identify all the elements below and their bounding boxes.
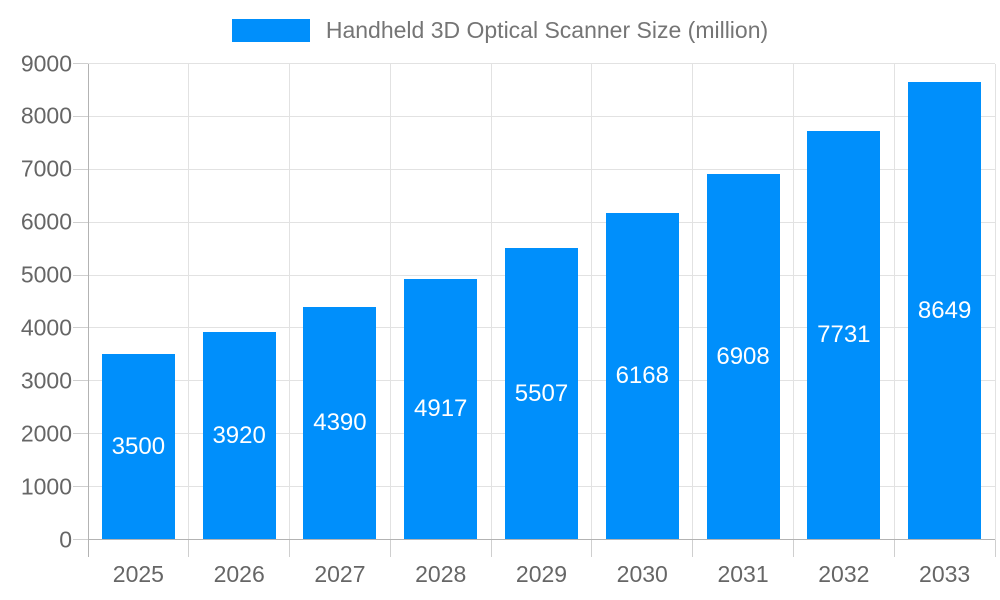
x-axis-label: 2026 <box>213 560 265 587</box>
x-axis-tick <box>792 539 794 557</box>
bar-value-label: 7731 <box>817 321 871 349</box>
y-axis-label: 8000 <box>20 102 72 129</box>
y-axis-line <box>87 63 89 557</box>
y-axis-tick <box>73 380 88 382</box>
x-axis-label: 2033 <box>919 560 971 587</box>
x-gridline <box>289 63 291 540</box>
x-gridline <box>893 63 895 540</box>
bar[interactable]: 6168 <box>605 213 679 540</box>
x-axis-tick <box>994 539 996 557</box>
x-gridline <box>490 63 492 540</box>
bar[interactable]: 3920 <box>202 332 276 540</box>
y-axis-tick <box>73 168 88 170</box>
y-axis-label: 7000 <box>20 155 72 182</box>
bar[interactable]: 8649 <box>908 82 982 540</box>
x-gridline <box>792 63 794 540</box>
x-gridline <box>591 63 593 540</box>
bar-value-label: 5507 <box>514 379 569 407</box>
x-gridline <box>994 63 996 540</box>
x-axis-line <box>88 539 995 540</box>
bar[interactable]: 4917 <box>404 279 478 540</box>
y-axis-tick <box>73 274 88 276</box>
y-axis-label: 5000 <box>20 261 72 288</box>
y-axis-label: 6000 <box>20 208 72 235</box>
bar-value-label: 6168 <box>615 362 669 390</box>
y-gridline <box>88 115 995 117</box>
x-axis-tick <box>389 539 391 557</box>
y-axis-tick <box>73 63 88 64</box>
y-axis-label: 2000 <box>20 420 72 447</box>
bar-value-label: 6908 <box>716 342 770 370</box>
x-axis-label: 2025 <box>112 560 164 587</box>
x-axis-tick <box>692 539 694 557</box>
x-axis-tick <box>490 539 492 557</box>
bar[interactable]: 3500 <box>101 354 175 540</box>
bar-value-label: 3920 <box>212 421 266 449</box>
y-axis-label: 4000 <box>20 314 72 341</box>
x-axis-tick <box>289 539 291 557</box>
y-gridline <box>88 168 995 170</box>
bar-value-label: 8649 <box>917 296 972 324</box>
x-gridline <box>389 63 391 540</box>
x-axis-label: 2029 <box>515 560 568 587</box>
y-axis-label: 1000 <box>20 473 72 500</box>
bar-value-label: 3500 <box>111 432 166 460</box>
legend-swatch <box>231 19 310 42</box>
y-axis-tick <box>73 486 88 488</box>
x-axis-tick <box>893 539 895 557</box>
bar-value-label: 4917 <box>414 395 468 423</box>
y-axis-tick <box>73 327 88 329</box>
legend-label: Handheld 3D Optical Scanner Size (millio… <box>325 17 769 43</box>
x-axis-label: 2028 <box>415 560 467 587</box>
bar[interactable]: 7731 <box>807 130 881 540</box>
y-axis-tick <box>73 539 88 540</box>
x-axis-label: 2027 <box>314 560 366 587</box>
x-axis-tick <box>591 539 593 557</box>
y-axis-tick <box>73 433 88 435</box>
y-axis-tick <box>73 115 88 117</box>
bar-value-label: 4390 <box>313 409 367 437</box>
x-axis-label: 2032 <box>818 560 870 587</box>
y-axis-label: 3000 <box>20 367 72 394</box>
bar[interactable]: 6908 <box>706 174 780 540</box>
x-axis-tick <box>188 539 190 557</box>
y-gridline <box>88 221 995 223</box>
bar[interactable]: 4390 <box>303 307 377 540</box>
x-axis-label: 2030 <box>616 560 668 587</box>
y-gridline <box>88 63 995 64</box>
x-gridline <box>188 63 190 540</box>
x-gridline <box>692 63 694 540</box>
chart-legend[interactable]: Handheld 3D Optical Scanner Size (millio… <box>0 17 1000 44</box>
y-axis-label: 0 <box>59 526 72 552</box>
y-axis-tick <box>73 221 88 223</box>
bar[interactable]: 5507 <box>505 248 578 540</box>
x-axis-label: 2031 <box>717 560 769 587</box>
y-axis-label: 9000 <box>20 50 72 76</box>
